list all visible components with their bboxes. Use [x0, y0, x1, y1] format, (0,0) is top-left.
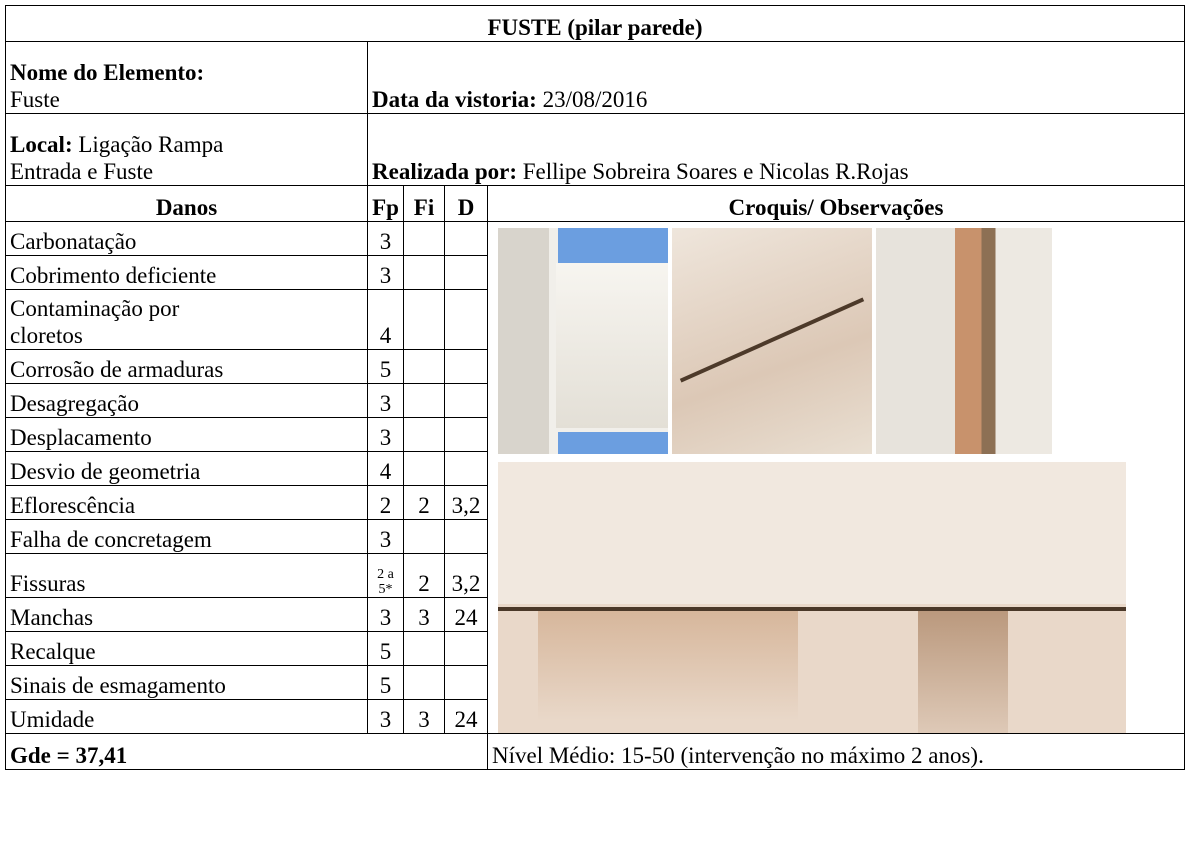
- damage-fi: [403, 349, 445, 384]
- damage-fp: 3: [367, 417, 404, 452]
- local-label: Local:: [10, 132, 73, 157]
- damage-name: Desplacamento: [5, 417, 368, 452]
- damage-fp: 3: [367, 597, 404, 632]
- damage-row: Corrosão de armaduras 5: [5, 349, 1185, 384]
- photo-2: [672, 228, 872, 454]
- element-label: Nome do Elemento:: [10, 60, 205, 85]
- damage-name: Contaminação por cloretos: [5, 289, 368, 350]
- column-header: Danos: [5, 185, 368, 222]
- damage-d: 24: [444, 597, 488, 632]
- nivel: Nível Médio: 15-50 (intervenção no máxim…: [487, 733, 1185, 770]
- damage-name: Desagregação: [5, 383, 368, 418]
- damage-fi: [403, 665, 445, 700]
- damage-fi: [403, 289, 445, 350]
- photos: [487, 221, 1185, 734]
- damage-fp: 4: [367, 289, 404, 350]
- damage-d: [444, 451, 488, 486]
- damage-row: Falha de concretagem 3: [5, 519, 1185, 554]
- damage-fp: 2 a 5*: [367, 553, 404, 598]
- damage-name: Umidade: [5, 699, 368, 734]
- damage-d: [444, 255, 488, 290]
- damage-fi: 2: [403, 553, 445, 598]
- column-header: Fp: [367, 185, 404, 222]
- footer-row: Gde = 37,41 Nível Médio: 15-50 (intervenç…: [5, 733, 1185, 770]
- damage-d: [444, 289, 488, 350]
- damage-fi: 3: [403, 597, 445, 632]
- damage-d: [444, 221, 488, 256]
- photo-4: [498, 462, 1126, 733]
- damage-d: [444, 349, 488, 384]
- column-header: Croquis/ Observações: [487, 185, 1185, 222]
- damage-row: Cobrimento deficiente 3: [5, 255, 1185, 290]
- damage-row: Sinais de esmagamento 5: [5, 665, 1185, 700]
- damage-fi: [403, 221, 445, 256]
- damage-fp: 3: [367, 255, 404, 290]
- damage-fi: [403, 519, 445, 554]
- damage-fi: 3: [403, 699, 445, 734]
- damage-row: Carbonatação 3: [5, 221, 1185, 734]
- damage-fp: 5: [367, 631, 404, 666]
- damage-row: Manchas 3 3 24: [5, 597, 1185, 632]
- damage-name: Falha de concretagem: [5, 519, 368, 554]
- damage-d: [444, 665, 488, 700]
- element-value: Fuste: [10, 87, 60, 112]
- damage-d: [444, 631, 488, 666]
- damage-name: Fissuras: [5, 553, 368, 598]
- damage-fp: 3: [367, 383, 404, 418]
- damage-d: [444, 383, 488, 418]
- column-header: Fi: [403, 185, 445, 222]
- damage-fp: 5: [367, 665, 404, 700]
- damage-fi: [403, 417, 445, 452]
- element-cell: Nome do Elemento: Fuste: [5, 41, 368, 114]
- gde: Gde = 37,41: [5, 733, 488, 770]
- damage-name: Corrosão de armaduras: [5, 349, 368, 384]
- damage-fp: 4: [367, 451, 404, 486]
- damage-fp: 5: [367, 349, 404, 384]
- damage-row: Contaminação por cloretos 4: [5, 289, 1185, 350]
- local-value: Ligação Rampa Entrada e Fuste: [10, 132, 224, 184]
- author-cell: Realizada por: Fellipe Sobreira Soares e…: [367, 113, 1185, 186]
- inspection-table: FUSTE (pilar parede) Nome do Elemento: F…: [5, 5, 1185, 770]
- damage-fp: 2: [367, 485, 404, 520]
- damage-name: Recalque: [5, 631, 368, 666]
- damage-d: 24: [444, 699, 488, 734]
- damage-name: Desvio de geometria: [5, 451, 368, 486]
- damage-row: Recalque 5: [5, 631, 1185, 666]
- damage-row: Eflorescência 2 2 3,2: [5, 485, 1185, 520]
- photo-1: [498, 228, 668, 454]
- damage-name: Sinais de esmagamento: [5, 665, 368, 700]
- damage-name: Cobrimento deficiente: [5, 255, 368, 290]
- damage-d: 3,2: [444, 553, 488, 598]
- damage-fi: [403, 383, 445, 418]
- column-header: D: [444, 185, 488, 222]
- title: FUSTE (pilar parede): [5, 5, 1185, 42]
- damage-name: Carbonatação: [5, 221, 368, 256]
- damage-name: Eflorescência: [5, 485, 368, 520]
- damage-name: Manchas: [5, 597, 368, 632]
- damage-d: 3,2: [444, 485, 488, 520]
- damage-fi: [403, 255, 445, 290]
- damage-d: [444, 417, 488, 452]
- author-value: Fellipe Sobreira Soares e Nicolas R.Roja…: [522, 159, 909, 184]
- damage-fp: 3: [367, 699, 404, 734]
- photo-3: [876, 228, 1052, 454]
- date-cell: Data da vistoria: 23/08/2016: [367, 41, 1185, 114]
- local-cell: Local: Ligação Rampa Entrada e Fuste: [5, 113, 368, 186]
- damage-fp: 3: [367, 221, 404, 256]
- damage-d: [444, 519, 488, 554]
- author-label: Realizada por:: [372, 159, 518, 184]
- damage-fi: [403, 451, 445, 486]
- date-label: Data da vistoria:: [372, 87, 537, 112]
- date-value: 23/08/2016: [542, 87, 648, 112]
- damage-fi: [403, 631, 445, 666]
- damage-fp: 3: [367, 519, 404, 554]
- damage-row: Desvio de geometria 4: [5, 451, 1185, 486]
- damage-fi: 2: [403, 485, 445, 520]
